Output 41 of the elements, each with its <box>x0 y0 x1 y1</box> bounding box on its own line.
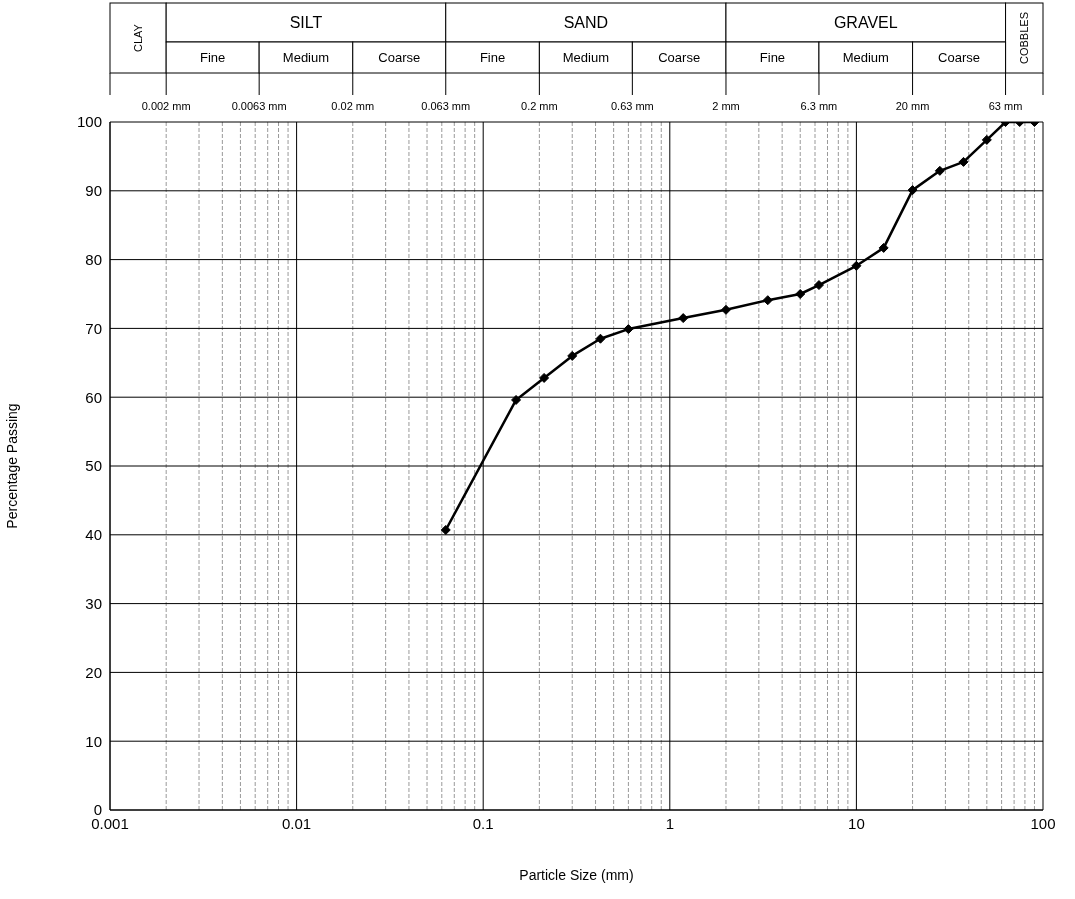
text: Fine <box>759 50 786 65</box>
text: COBBLES <box>1018 12 1031 64</box>
text: Coarse <box>378 50 421 65</box>
y-tick-label: 100 <box>76 113 102 131</box>
text: Medium <box>842 50 889 65</box>
y-tick-label: 90 <box>85 182 102 200</box>
text: Coarse <box>658 50 701 65</box>
x-tick-label: 100 <box>1030 814 1056 832</box>
text: GRAVEL <box>833 14 898 31</box>
ref-line-label: 0.2 mm <box>521 100 558 112</box>
text: SILT <box>289 14 323 31</box>
y-tick-label: 60 <box>85 388 102 406</box>
ref-line-label: 2 mm <box>712 100 740 112</box>
x-tick-label: 0.01 <box>282 814 312 832</box>
x-tick-label: 1 <box>665 814 674 832</box>
ref-line-label: 0.02 mm <box>331 100 375 112</box>
y-tick-label: 20 <box>85 663 102 681</box>
ref-line-label: 0.63 mm <box>610 100 654 112</box>
y-tick-label: 30 <box>85 594 102 612</box>
ref-line-label: 6.3 mm <box>800 100 838 112</box>
ref-line-label: 0.063 mm <box>421 100 471 112</box>
text: SAND <box>563 14 609 31</box>
text: Coarse <box>938 50 981 65</box>
y-tick-label: 70 <box>85 319 102 337</box>
y-tick-label: 40 <box>85 526 102 544</box>
text: Medium <box>562 50 609 65</box>
text: Fine <box>479 50 506 65</box>
ref-line-label: 20 mm <box>895 100 930 112</box>
text: Medium <box>282 50 330 65</box>
x-tick-label: 0.1 <box>472 814 494 832</box>
ref-line-label: 63 mm <box>988 100 1023 112</box>
y-tick-label: 80 <box>85 250 102 268</box>
text: Fine <box>200 50 226 65</box>
x-axis-title: Particle Size (mm) <box>519 867 634 883</box>
text: CLAY <box>132 23 145 52</box>
x-tick-label: 10 <box>848 814 865 832</box>
ref-line-label: 0.002 mm <box>141 100 191 112</box>
y-tick-label: 50 <box>85 457 102 475</box>
ref-line-label: 0.0063 mm <box>231 100 287 112</box>
y-axis-title: Percentage Passing <box>3 403 20 529</box>
y-tick-label: 10 <box>85 732 102 750</box>
